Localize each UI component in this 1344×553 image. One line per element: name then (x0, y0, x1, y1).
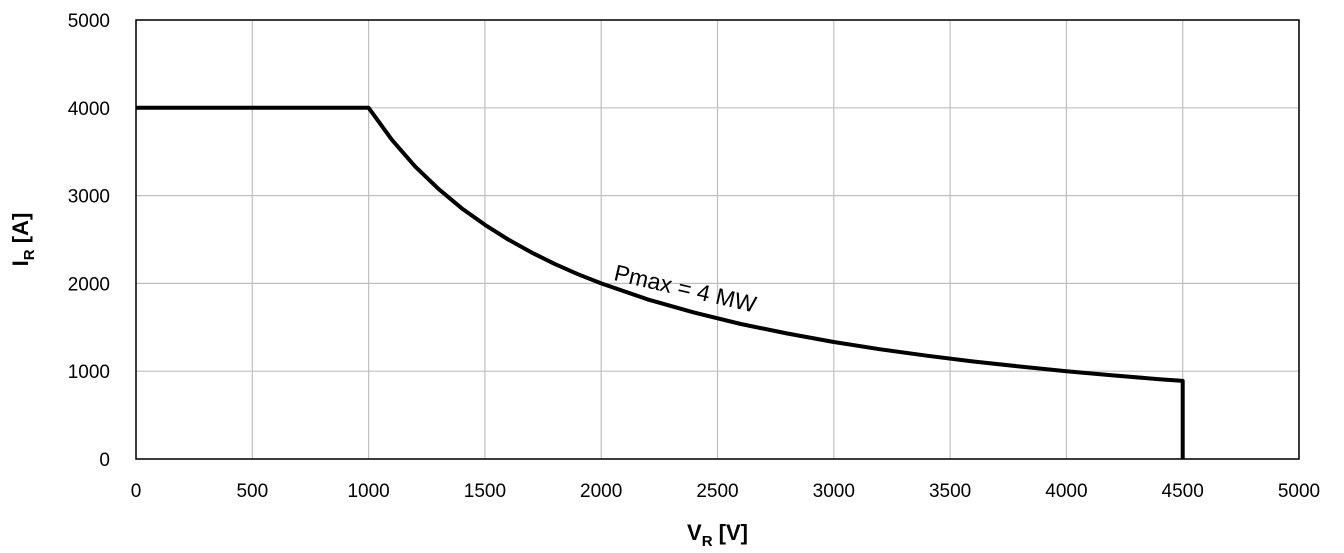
series-group (136, 105, 1185, 459)
grid (135, 19, 1300, 460)
x-tick-label: 3000 (813, 481, 855, 502)
x-tick-label: 2000 (580, 481, 622, 502)
x-tick-label: 3500 (929, 481, 971, 502)
x-axis-ticks: 0 500 1000 1500 2000 2500 3000 3500 4000 4500 5000 (131, 481, 1320, 502)
x-tick-label: 1000 (347, 481, 389, 502)
x-axis-title: VR [V] (687, 520, 748, 550)
y-tick-label: 5000 (68, 11, 110, 32)
plot-frame (135, 19, 1300, 460)
x-tick-label: 2500 (696, 481, 738, 502)
y-axis-title: IR [A] (8, 213, 38, 267)
x-tick-label: 4000 (1045, 481, 1087, 502)
y-tick-label: 3000 (68, 187, 110, 208)
y-tick-label: 1000 (68, 362, 110, 383)
x-tick-label: 4500 (1162, 481, 1204, 502)
x-tick-label: 500 (236, 481, 268, 502)
x-tick-label: 0 (131, 481, 142, 502)
y-tick-label: 0 (99, 450, 110, 471)
x-tick-label: 1500 (464, 481, 506, 502)
y-tick-label: 4000 (68, 99, 110, 120)
x-tick-label: 5000 (1278, 481, 1320, 502)
series-line-0 (136, 105, 1185, 459)
y-tick-label: 2000 (68, 274, 110, 295)
y-axis-ticks: 0 1000 2000 3000 4000 5000 (68, 11, 110, 471)
